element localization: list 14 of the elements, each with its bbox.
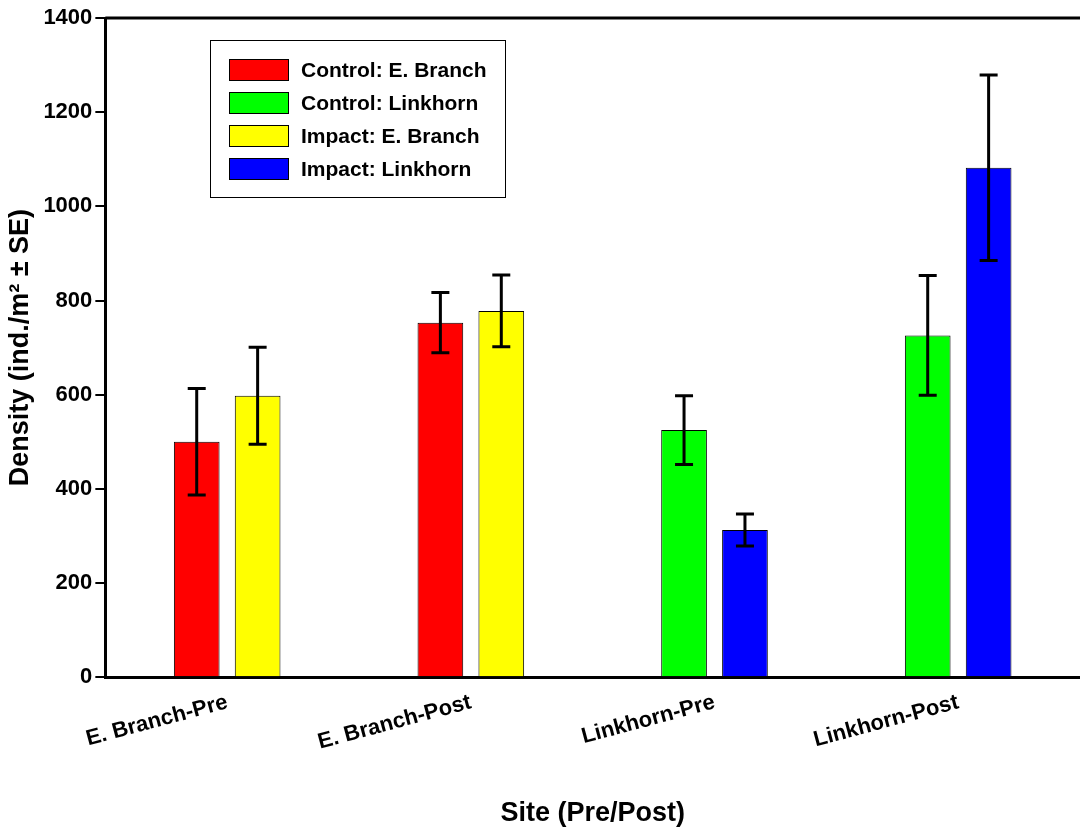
y-tick-label: 1200: [43, 98, 93, 124]
x-axis-title: Site (Pre/Post): [500, 797, 685, 828]
y-tick-label: 200: [55, 569, 93, 595]
y-tick-label: 600: [55, 380, 93, 406]
y-tick-label: 1000: [43, 192, 93, 218]
y-tick-label: 800: [55, 286, 93, 312]
legend-label: Impact: E. Branch: [301, 123, 480, 148]
legend-label: Control: Linkhorn: [301, 90, 479, 115]
y-axis-title: Density (ind./m² ± SE): [3, 208, 34, 487]
legend-label: Control: E. Branch: [301, 57, 487, 82]
y-tick-label: 0: [80, 663, 93, 689]
legend-label: Impact: Linkhorn: [301, 156, 472, 181]
y-tick-label: 400: [55, 474, 93, 500]
y-tick-label: 1400: [43, 4, 93, 30]
